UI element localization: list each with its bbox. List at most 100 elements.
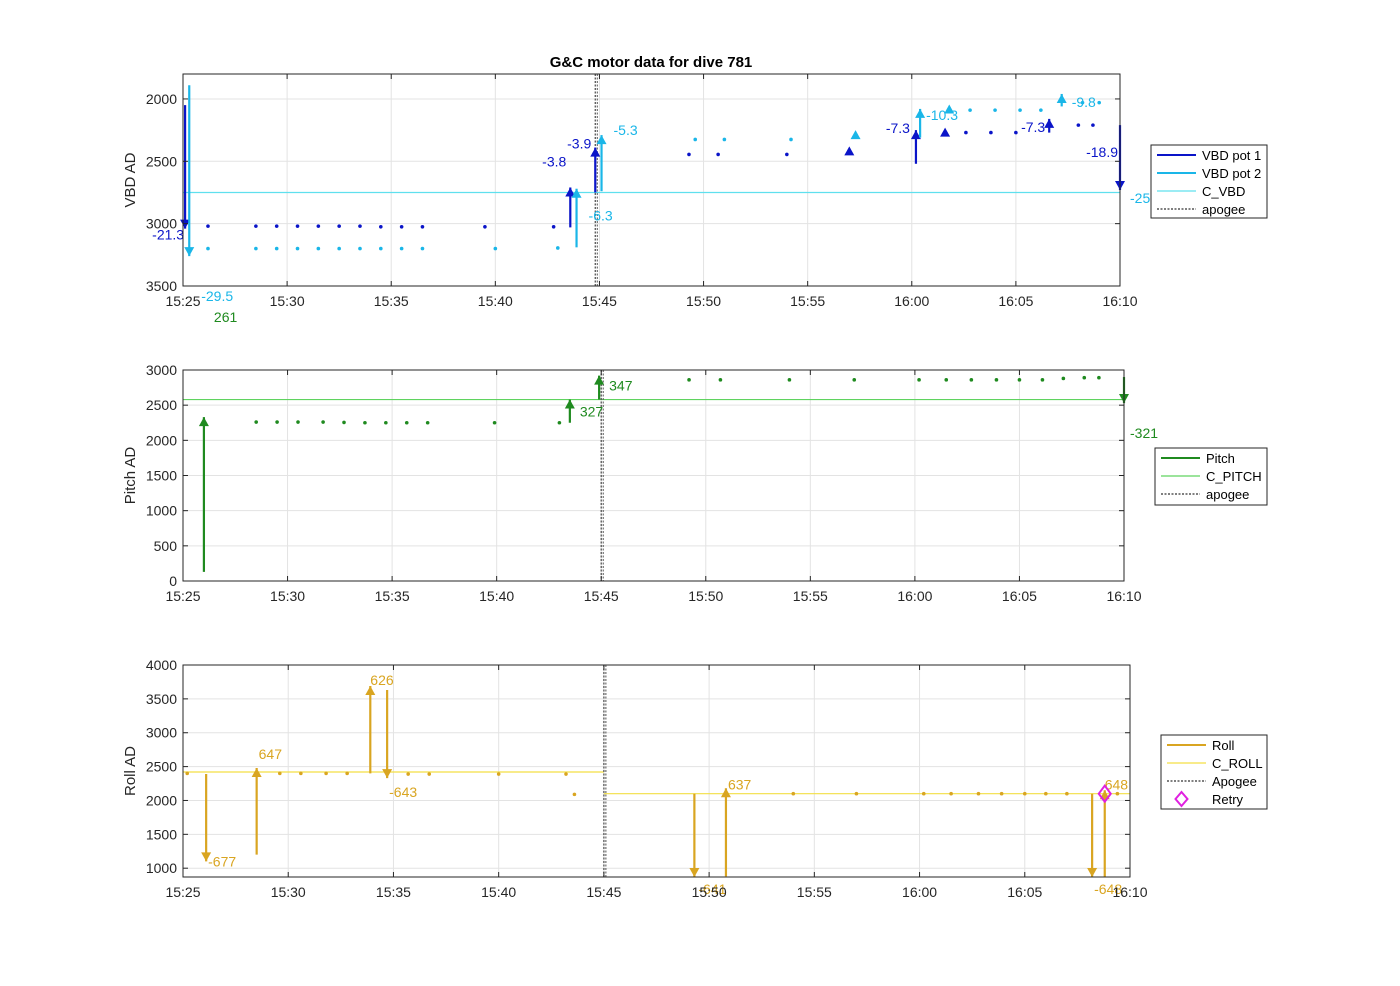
data-point [917,378,921,382]
arrowhead [720,788,731,798]
data-point [206,224,210,228]
data-point [716,152,720,157]
y-tick-label: 500 [154,538,178,554]
data-point [384,420,388,425]
x-tick-label: 15:35 [374,293,409,309]
data-point [944,378,949,382]
move-label: -7.3 [886,120,910,136]
x-tick-label: 15:55 [793,588,828,604]
data-point [274,246,279,251]
data-point [278,771,282,776]
panel-1: -21.3 -29.5 -3.8 -6.3 -3.9 -5.3 -7.3 -10.3 -7.3 -… [122,73,1268,309]
data-point [425,420,430,425]
x-tick-label: 16:05 [1002,588,1037,604]
data-point [492,420,497,425]
panel-3: -677 647 626 -643 -641 637 -648 648 15:25 15:30 15… [122,657,1268,900]
y-tick-label: 3000 [146,725,177,741]
y-tick-label: 0 [169,573,177,589]
data-point [1097,375,1101,380]
x-tick-label: 15:35 [375,588,410,604]
data-point [345,771,349,776]
data-point [1044,791,1048,796]
x-tick-label: 15:30 [270,588,305,604]
arrowhead [594,375,605,385]
data-point [406,772,410,776]
x-tick-label: 15:25 [165,588,200,604]
data-point [295,224,300,228]
x-tick-label: 15:50 [692,884,727,900]
y-tick-label: 2500 [146,153,177,169]
data-point [993,108,997,112]
x-tick-label: 16:10 [1112,884,1147,900]
data-point [1017,378,1022,382]
data-point [785,152,789,157]
y-tick-label: 1000 [146,860,177,876]
axes-box [182,73,1121,287]
move-label: 647 [259,746,283,762]
move-label: 327 [580,404,604,420]
legend-entry: C_PITCH [1206,469,1262,484]
move-label: -9.8 [1072,94,1096,110]
move-label: -18.9 [1086,144,1118,160]
data-point [399,246,404,251]
data-point [358,224,362,228]
y-tick-label: 2000 [146,792,177,808]
data-point [254,420,258,424]
data-point [185,771,190,776]
data-point [206,246,210,251]
x-tick-label: 15:30 [271,884,306,900]
data-point [687,378,691,382]
data-point [791,791,796,796]
y-tick-label: 2500 [146,759,177,775]
y-tick-label: 1500 [146,826,177,842]
y-tick-label: 3000 [146,362,177,378]
data-point [994,378,999,382]
legend-entry: Apogee [1212,774,1257,789]
arrowhead [564,399,575,409]
move-label: 347 [609,378,633,394]
data-point [342,420,346,425]
retry-marker [1097,784,1112,804]
data-point [687,152,691,157]
data-point [854,791,859,796]
arrowhead [565,187,576,197]
triangle-marker [944,104,955,114]
x-tick-label: 15:50 [688,588,723,604]
data-point [358,246,362,251]
legend-entry: C_ROLL [1212,756,1263,771]
move-label: -25 [1130,190,1150,206]
move-label: -641 [698,881,726,897]
move-label: -21.3 [152,227,184,243]
data-point [789,137,793,142]
data-point [964,130,968,135]
x-tick-label: 16:05 [1007,884,1042,900]
x-tick-label: 15:30 [270,293,305,309]
axes-box [182,664,1131,878]
legend-entry: apogee [1206,487,1249,502]
move-label: -10.3 [926,107,958,123]
arrowhead [596,135,607,145]
data-point [1097,100,1101,105]
x-tick-label: 16:00 [897,588,932,604]
data-point [379,246,383,251]
x-tick-label: 16:10 [1102,293,1137,309]
plot-area [183,665,1130,877]
data-point [572,792,577,797]
arrowhead [571,188,582,198]
arrowhead [198,417,209,427]
arrowhead [365,685,376,695]
x-tick-label: 15:35 [376,884,411,900]
move-label: -648 [1094,881,1122,897]
data-point [551,224,556,229]
x-tick-label: 15:45 [582,293,617,309]
move-label: 261 [214,309,238,325]
x-tick-label: 15:55 [797,884,832,900]
data-point [379,224,383,229]
arrowhead [689,868,700,877]
data-point [404,420,409,425]
data-point [564,772,568,776]
data-point [976,791,981,796]
move-label: -677 [208,853,236,869]
data-point [949,791,953,796]
